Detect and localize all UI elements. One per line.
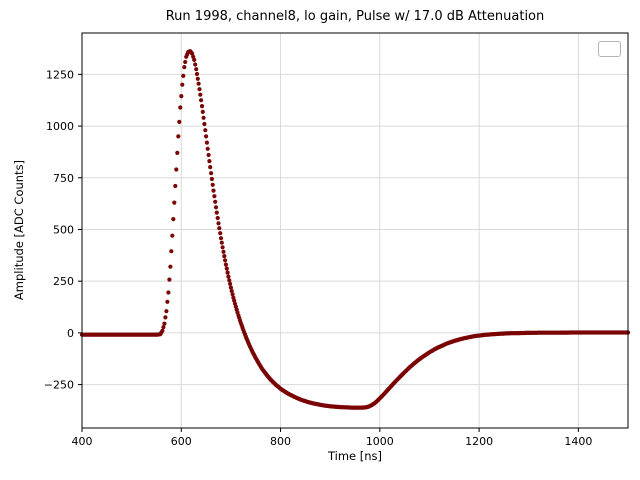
y-tick-label: 500 [53,223,74,236]
x-tick-label: 400 [72,435,93,448]
y-tick-label: 1000 [46,120,74,133]
y-axis-label: Amplitude [ADC Counts] [12,159,26,301]
y-tick-label: −250 [44,379,74,392]
x-tick-label: 1200 [465,435,493,448]
x-axis-label: Time [ns] [327,449,383,463]
x-tick-label: 600 [171,435,192,448]
y-tick-label: 250 [53,275,74,288]
x-tick-label: 800 [270,435,291,448]
x-tick-label: 1400 [564,435,592,448]
plot-frame [81,32,629,429]
x-tick-label: 1000 [366,435,394,448]
legend [598,41,621,57]
y-tick-label: 750 [53,172,74,185]
chart-title: Run 1998, channel8, lo gain, Pulse w/ 17… [165,9,545,24]
pulse-waveform [79,49,631,410]
y-tick-label: 1250 [46,68,74,81]
y-tick-label: 0 [67,327,74,340]
